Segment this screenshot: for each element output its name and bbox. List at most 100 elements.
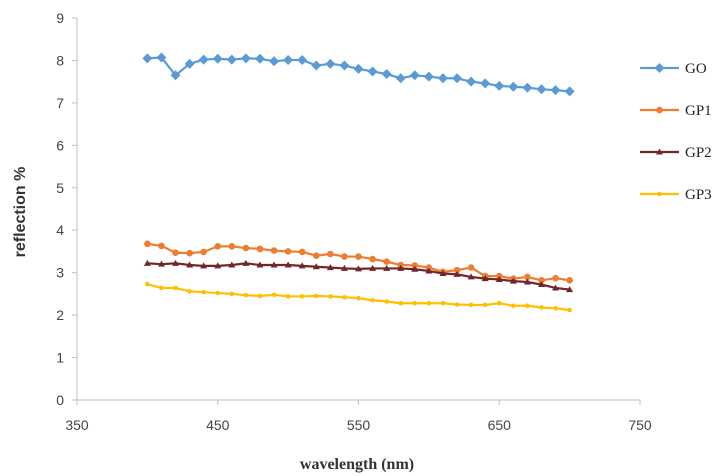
data-point-GP3: [567, 307, 572, 313]
data-point-GP1: [369, 255, 376, 263]
data-point-GO: [325, 58, 336, 69]
legend-marker: [657, 191, 662, 197]
data-point-GO: [508, 81, 519, 92]
data-point-GP1: [355, 253, 362, 260]
data-point-GP3: [229, 291, 235, 297]
data-point-GP2: [256, 261, 264, 268]
data-point-GO: [423, 71, 434, 82]
data-point-GP3: [285, 294, 291, 299]
data-point-GP2: [425, 267, 433, 274]
data-point-GP1: [312, 252, 320, 259]
legend-item-GP1: GP1: [640, 103, 712, 119]
data-point-GP1: [298, 248, 306, 256]
data-point-GP3: [243, 292, 249, 298]
data-point-GP2: [242, 259, 250, 266]
data-point-GO: [297, 55, 308, 66]
y-axis-title: reflection %: [12, 167, 29, 258]
legend-item-GP3: GP3: [640, 187, 712, 203]
data-point-GO: [409, 70, 420, 81]
data-point-GP3: [468, 302, 474, 308]
data-point-GO: [311, 60, 322, 71]
legend-label: GP1: [685, 103, 712, 119]
data-point-GP1: [186, 249, 193, 257]
y-tick-label: 1: [56, 350, 64, 366]
y-tick-label: 8: [56, 52, 64, 68]
data-point-GO: [550, 85, 561, 96]
data-point-GO: [395, 73, 406, 84]
data-point-GP3: [454, 302, 460, 307]
x-tick-label: 750: [628, 417, 652, 433]
data-point-GP3: [299, 294, 305, 299]
data-point-GO: [367, 66, 378, 77]
data-point-GP1: [172, 249, 179, 257]
data-point-GP2: [566, 286, 574, 293]
data-point-GP2: [383, 264, 391, 271]
x-tick-label: 650: [488, 417, 512, 433]
data-point-GP2: [143, 259, 151, 266]
data-point-GP2: [312, 263, 320, 270]
data-point-GP1: [242, 244, 250, 252]
data-point-GP1: [341, 253, 348, 260]
data-point-GO: [564, 86, 575, 97]
data-point-GP2: [495, 275, 503, 282]
data-point-GP1: [144, 240, 151, 248]
data-point-GP3: [271, 292, 277, 298]
axes: 0 1 2 3 4 5 6 7 8 9 350 450 550 650 750: [56, 10, 652, 433]
data-point-GP2: [397, 264, 405, 271]
data-point-GP3: [511, 303, 516, 309]
data-point-GO: [381, 69, 392, 80]
data-point-GP2: [355, 265, 362, 272]
data-point-GP2: [172, 259, 180, 266]
series-GP3: [145, 281, 572, 313]
data-point-GP1: [284, 248, 292, 255]
data-point-GP3: [370, 297, 375, 303]
x-axis-title: wavelength (nm): [300, 456, 414, 473]
data-point-GP1: [158, 242, 165, 250]
data-point-GO: [198, 54, 209, 65]
series-GP1: [144, 240, 573, 284]
data-point-GO: [142, 53, 153, 64]
data-point-GO: [536, 84, 547, 95]
data-point-GP1: [214, 243, 222, 250]
y-tick-label: 4: [56, 222, 64, 238]
data-point-GO: [170, 70, 181, 81]
y-tick-label: 0: [56, 392, 64, 408]
x-tick-label: 450: [206, 417, 230, 433]
legend-marker: [656, 148, 663, 155]
data-point-GO: [437, 73, 448, 84]
data-point-GP3: [328, 294, 333, 299]
data-point-GP2: [411, 265, 419, 272]
data-point-GP2: [467, 273, 475, 280]
data-point-GP1: [566, 277, 573, 284]
data-point-GP2: [298, 262, 306, 269]
data-point-GP3: [525, 303, 530, 309]
legend-marker: [656, 106, 663, 114]
data-point-GP2: [214, 262, 222, 269]
series-GP2: [143, 259, 574, 293]
data-point-GP3: [398, 300, 404, 306]
y-tick-label: 3: [56, 265, 64, 281]
data-point-GP3: [426, 300, 432, 306]
x-tick-label: 350: [65, 417, 89, 433]
data-point-GO: [522, 82, 533, 93]
data-point-GP1: [453, 266, 461, 274]
data-point-GP1: [552, 274, 559, 282]
data-point-GP2: [509, 277, 517, 284]
data-point-GP3: [356, 295, 361, 301]
data-point-GO: [480, 78, 491, 89]
data-point-GP3: [215, 290, 221, 296]
data-point-GP2: [200, 262, 208, 269]
legend: GO GP1 GP2 GP3: [640, 61, 712, 203]
data-point-GP2: [369, 264, 377, 271]
data-point-GP3: [384, 299, 389, 304]
legend-label: GP2: [685, 145, 712, 161]
data-point-GP3: [342, 294, 347, 300]
series-GO: [142, 52, 575, 97]
x-tick-label: 550: [347, 417, 371, 433]
legend-item-GP2: GP2: [640, 145, 712, 161]
data-point-GP3: [145, 281, 150, 287]
data-point-GP3: [440, 300, 446, 306]
data-point-GP2: [270, 261, 278, 268]
legend-marker: [654, 63, 665, 73]
data-point-GP3: [539, 305, 544, 310]
